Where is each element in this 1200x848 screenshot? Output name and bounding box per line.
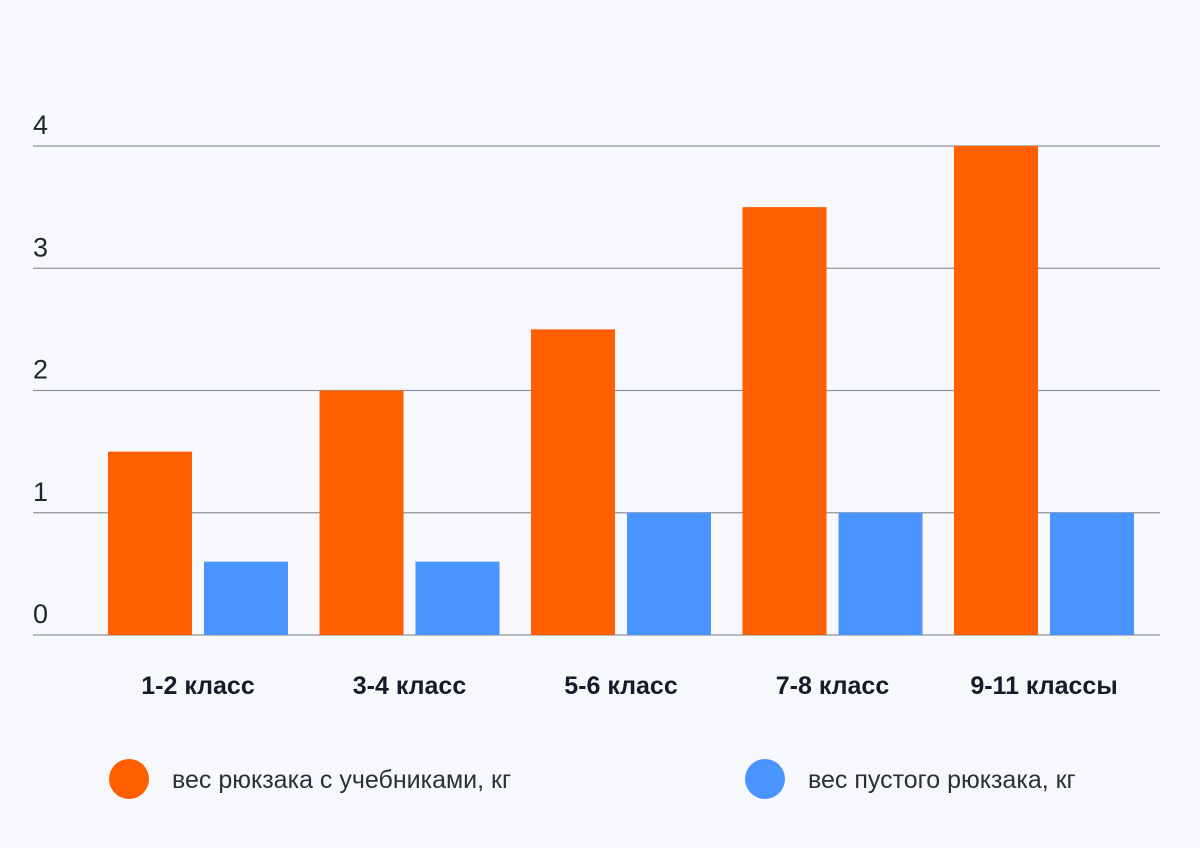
x-category-label: 1-2 класс (141, 672, 255, 700)
bar-series-0-1 (319, 390, 404, 635)
legend-label-empty-backpack: вес пустого рюкзака, кг (808, 766, 1076, 794)
bar-series-0-4 (954, 146, 1038, 635)
bar-series-1-0 (204, 561, 288, 635)
legend-item-empty-backpack: вес пустого рюкзака, кг (745, 759, 1076, 799)
x-category-label: 9-11 классы (970, 672, 1117, 700)
y-tick-label: 3 (33, 232, 48, 262)
y-tick-label: 4 (33, 110, 48, 140)
y-tick-label: 2 (33, 355, 48, 385)
bar-series-1-1 (415, 561, 500, 635)
x-axis-labels: 1-2 класс 3-4 класс 5-6 класс 7-8 класс 9-11… (141, 672, 1117, 700)
legend-label-loaded-backpack: вес рюкзака с учебниками, кг (172, 766, 511, 794)
y-axis-ticks: 0 1 2 3 4 (33, 110, 48, 629)
bar-series-0-0 (108, 451, 192, 635)
y-tick-label: 0 (33, 599, 48, 629)
legend-item-loaded-backpack: вес рюкзака с учебниками, кг (109, 759, 511, 799)
bar-series-1-4 (1050, 512, 1134, 635)
legend-swatch-loaded-backpack (109, 759, 149, 799)
bar-series-0-2 (531, 329, 615, 635)
legend: вес рюкзака с учебниками, кг вес пустого… (109, 759, 1076, 799)
y-tick-label: 1 (33, 477, 48, 507)
x-category-label: 5-6 класс (564, 672, 678, 700)
legend-swatch-empty-backpack (745, 759, 785, 799)
bar-series-1-2 (627, 512, 711, 635)
bar-series-0-3 (742, 207, 827, 635)
bar-series-1-3 (838, 512, 923, 635)
x-category-label: 3-4 класс (353, 672, 467, 700)
bars (108, 146, 1134, 635)
x-category-label: 7-8 класс (776, 672, 890, 700)
